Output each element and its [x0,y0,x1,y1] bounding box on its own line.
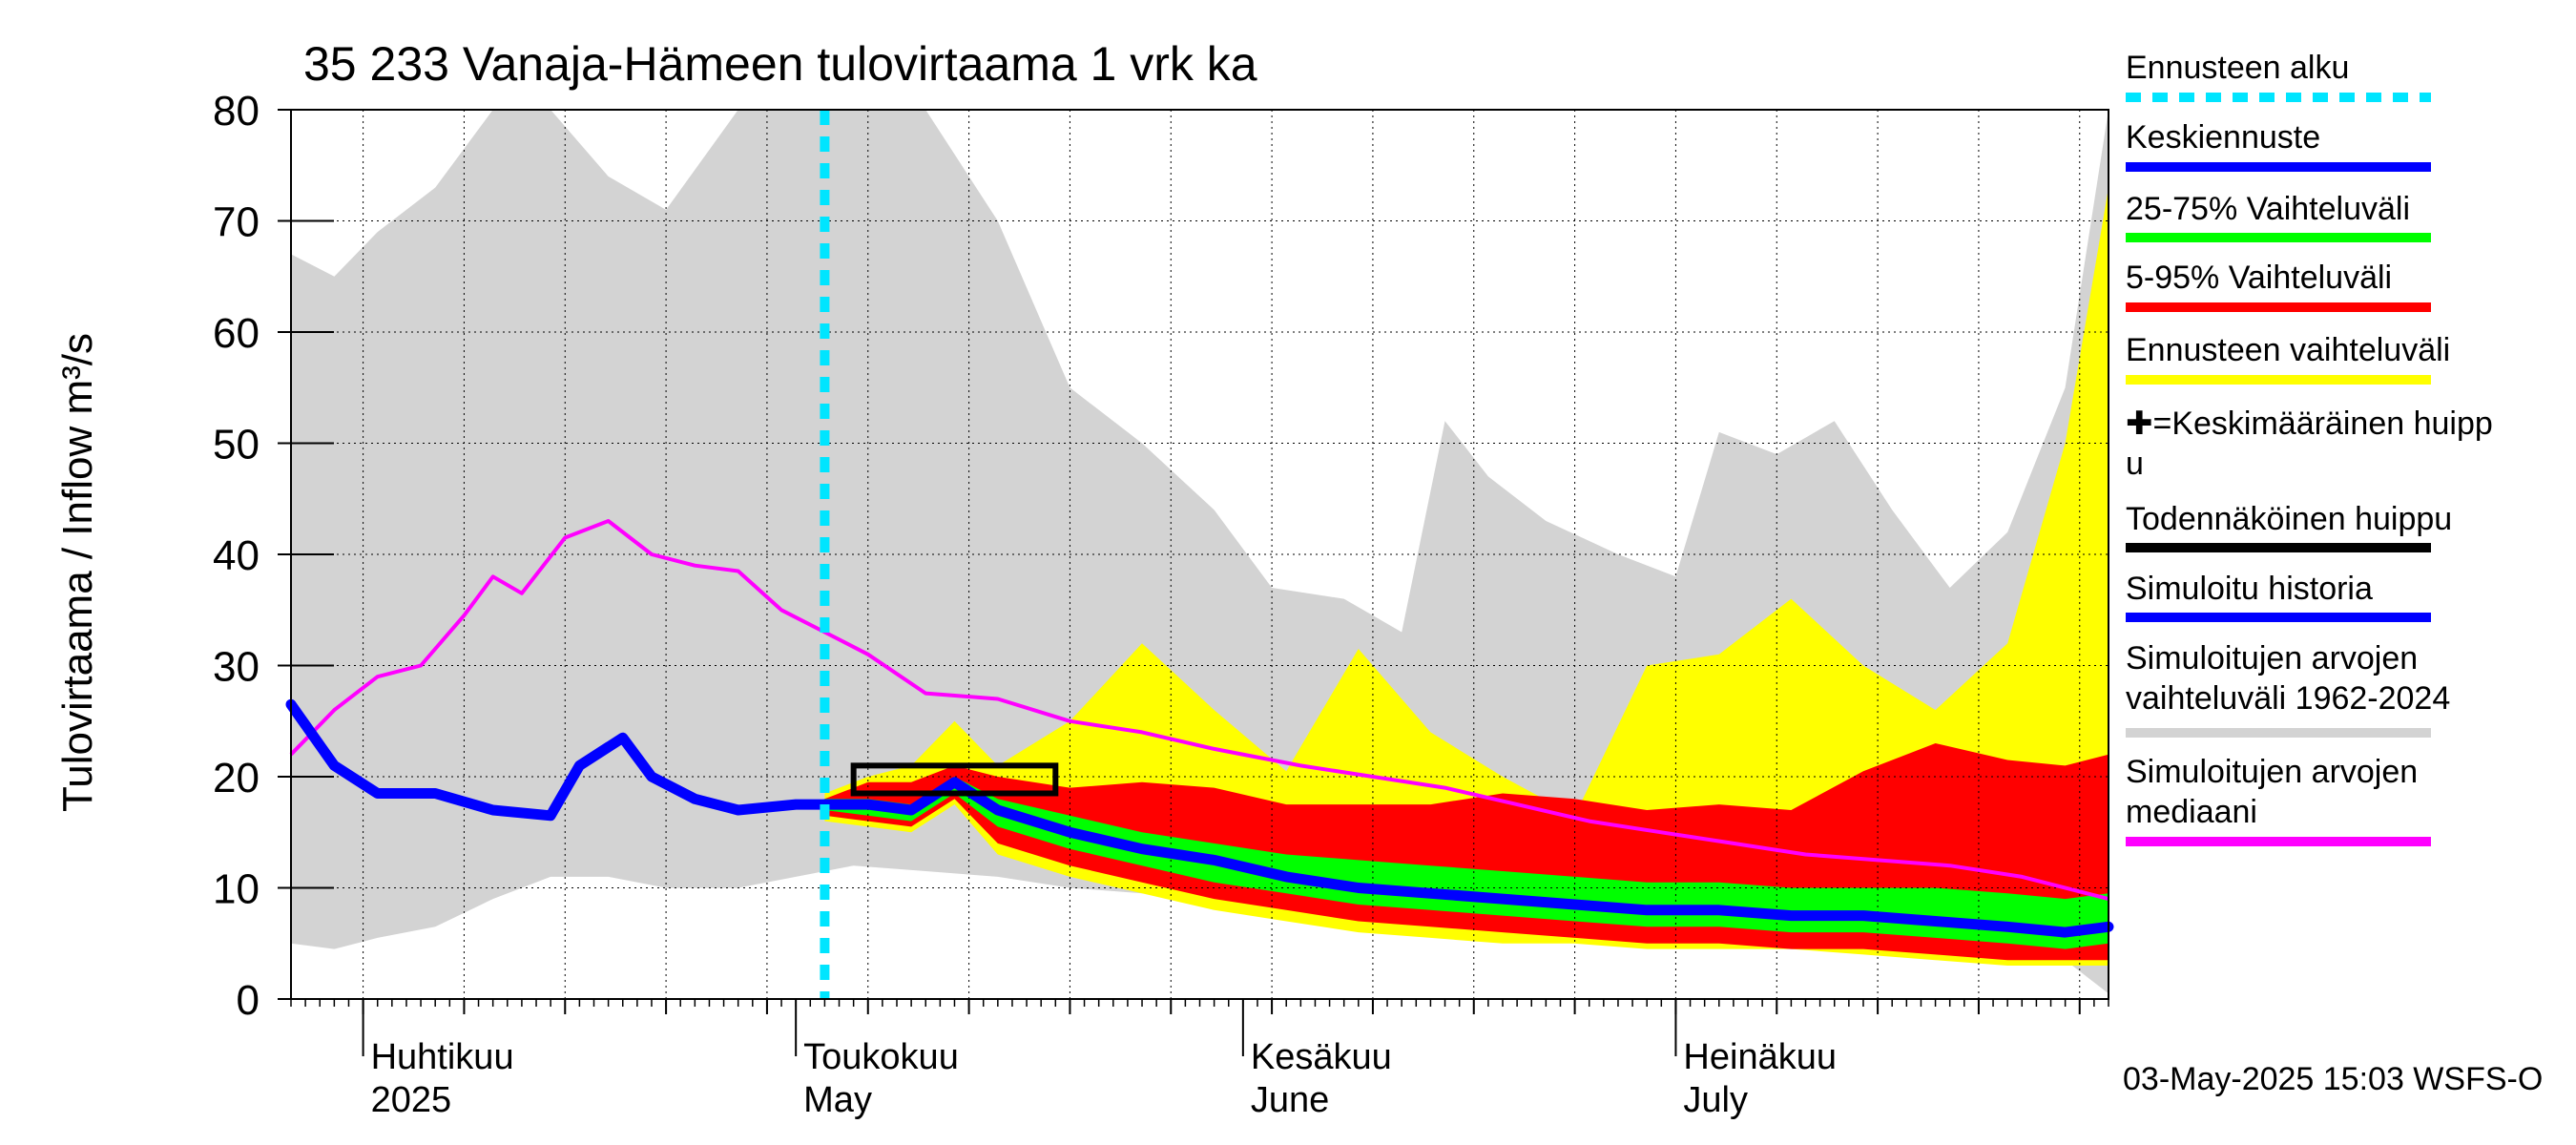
y-tick-label: 10 [213,866,260,913]
simulated-history-line [285,698,830,822]
timestamp: 03-May-2025 15:03 WSFS-O [2123,1061,2543,1097]
chart-title: 35 233 Vanaja-Hämeen tulovirtaama 1 vrk … [303,37,1257,91]
legend-label: 5-95% Vaihteluväli [2126,260,2392,296]
legend-label: 25-75% Vaihteluväli [2126,191,2410,227]
forecast-range-band [824,187,2109,967]
x-month-sublabel: May [803,1080,872,1120]
probable-peak-box [850,762,1059,797]
legend-label: Todennäköinen huippu [2126,501,2452,537]
x-month-sublabel: 2025 [371,1080,452,1120]
overlay [285,110,2114,999]
legend-label: Ennusteen alku [2126,50,2349,86]
legend-label: Ennusteen vaihteluväli [2126,332,2450,368]
legend: Ennusteen alku Keskiennuste 25-75% Vaihtel… [2126,50,2493,846]
median-line [289,519,2109,902]
x-month-label: Kesäkuu [1251,1037,1392,1077]
legend-label: Simuloitujen arvojen [2126,640,2418,677]
legend-label: vaihteluväli 1962-2024 [2126,680,2450,717]
y-tick-label: 40 [213,532,260,579]
x-month-label: Huhtikuu [371,1037,514,1077]
y-tick-label: 80 [213,88,260,135]
band-25-75 [824,777,2109,949]
x-month-label: Heinäkuu [1683,1037,1837,1077]
legend-label: Simuloitujen arvojen [2126,754,2418,790]
y-tick-label: 70 [213,199,260,246]
y-tick-label: 30 [213,644,260,691]
y-tick-label: 60 [213,310,260,357]
x-month-sublabel: July [1683,1080,1748,1120]
plot-area [291,110,2109,994]
y-axis-label: Tulovirtaama / Inflow m³/s [54,333,101,812]
x-month-label: Toukokuu [803,1037,959,1077]
legend-label: Simuloitu historia [2126,571,2373,607]
legend-label: ✚=Keskimääräinen huipp [2126,406,2493,442]
y-tick-label: 20 [213,755,260,802]
legend-label: mediaani [2126,794,2257,830]
y-tick-label: 0 [237,977,260,1024]
y-tick-label: 50 [213,422,260,468]
y-axis: 0 10 20 30 40 50 60 70 80 [213,88,334,1024]
x-month-sublabel: June [1251,1080,1329,1120]
legend-label: Keskiennuste [2126,119,2320,156]
legend-label: u [2126,446,2144,482]
